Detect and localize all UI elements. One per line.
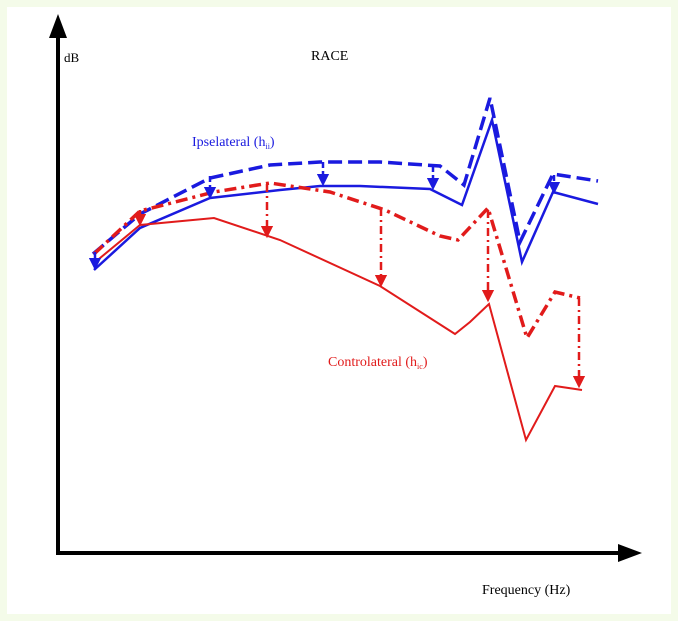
contralateral-label: Controlateral (hic): [328, 355, 428, 371]
ipsilateral-shift-arrows: [88, 162, 561, 271]
y-axis-arrowhead: [49, 14, 67, 38]
contralateral-label-close: ): [423, 355, 428, 370]
y-axis-label: dB: [64, 50, 80, 65]
contralateral-label-main: Controlateral (h: [328, 355, 417, 370]
ipsilateral-label: Ipselateral (hii): [192, 135, 275, 151]
figure-frame: [7, 7, 671, 614]
x-axis-label: Frequency (Hz): [482, 583, 571, 598]
ipsilateral-label-main: Ipselateral (h: [192, 135, 265, 150]
contralateral-shift-arrows: [133, 184, 586, 389]
ipsilateral-label-sub: ii: [265, 142, 270, 151]
chart-title: RACE: [311, 49, 348, 64]
contralateral-solid-curve: [93, 216, 583, 443]
contralateral-dashdot-curve: [92, 181, 581, 343]
contralateral-label-sub: ic: [417, 362, 423, 371]
ipsilateral-solid-curve: [93, 115, 599, 271]
ipsilateral-label-close: ): [270, 135, 275, 150]
ipsilateral-dashed-curve: [91, 97, 599, 256]
x-axis-arrowhead: [618, 544, 642, 562]
